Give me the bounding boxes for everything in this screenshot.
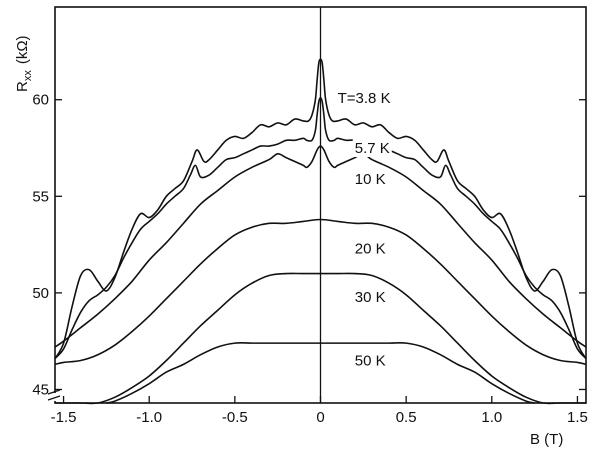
series-line-4 bbox=[55, 272, 586, 405]
y-tick-label: 55 bbox=[32, 188, 49, 205]
y-tick-label: 50 bbox=[32, 285, 49, 302]
series-line-3 bbox=[54, 218, 587, 366]
x-tick-label: 0 bbox=[316, 409, 324, 426]
series-label-4: 30 K bbox=[355, 289, 386, 306]
series-label-backdrop bbox=[335, 87, 393, 107]
y-axis-label: Rxx (kΩ) bbox=[14, 35, 34, 92]
series-label-1: 5.7 K bbox=[355, 140, 390, 157]
series-label-backdrop bbox=[352, 168, 388, 188]
y-axis-label-unit: (kΩ) bbox=[14, 35, 31, 64]
series-label-backdrop bbox=[352, 138, 392, 158]
axis-break-mark bbox=[47, 395, 61, 401]
y-tick-label: 60 bbox=[32, 92, 49, 109]
series-labels: T=3.8 K 5.7 K 10 K 20 K 30 K 50 K bbox=[335, 87, 393, 370]
svg-text:Rxx(kΩ): Rxx (kΩ) bbox=[14, 35, 34, 92]
series-line-5 bbox=[106, 342, 535, 404]
x-axis-label: B (T) bbox=[530, 431, 563, 448]
y-axis-label-subscript: xx bbox=[22, 70, 34, 82]
x-tick-label: 1.5 bbox=[567, 409, 588, 426]
series-label-5: 50 K bbox=[355, 353, 386, 370]
y-axis-label-main: R bbox=[14, 81, 31, 92]
series-line-2 bbox=[54, 145, 587, 348]
axis-ticks: -1.5 -1.0 -0.5 0 0.5 1.0 1.5 45 50 55 60 bbox=[32, 92, 588, 426]
y-axis-break bbox=[47, 389, 61, 401]
series-label-backdrop bbox=[352, 350, 388, 370]
series-label-2: 10 K bbox=[355, 171, 386, 188]
y-tick-label: 45 bbox=[32, 381, 49, 398]
series-label-0: T=3.8 K bbox=[338, 90, 391, 107]
series-label-backdrop bbox=[352, 286, 388, 306]
x-tick-label: -1.5 bbox=[51, 409, 77, 426]
series-line-0 bbox=[54, 58, 587, 359]
x-tick-label: 0.5 bbox=[396, 409, 417, 426]
series-lines bbox=[54, 58, 587, 405]
x-tick-label: -1.0 bbox=[136, 409, 162, 426]
series-label-3: 20 K bbox=[355, 240, 386, 257]
series-label-backdrop bbox=[352, 238, 388, 258]
axis-break-mark bbox=[47, 389, 61, 395]
series-line-1 bbox=[54, 96, 587, 360]
x-tick-label: -0.5 bbox=[222, 409, 248, 426]
x-tick-label: 1.0 bbox=[481, 409, 502, 426]
